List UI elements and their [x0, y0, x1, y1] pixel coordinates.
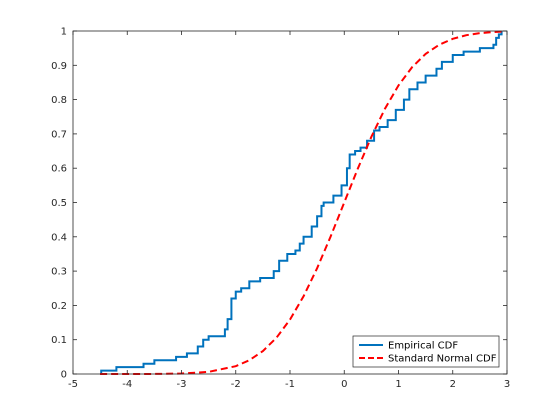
y-tick-label: 1 — [61, 27, 67, 38]
x-tick-label: -4 — [122, 379, 132, 390]
y-tick-label: 0 — [61, 370, 67, 381]
plot-area — [73, 31, 507, 374]
x-tick-label: -1 — [285, 379, 295, 390]
y-tick-label: 0.9 — [51, 61, 67, 72]
legend-label-normal: Standard Normal CDF — [388, 354, 497, 365]
series-layer — [100, 30, 503, 375]
y-tick-label: 0.5 — [51, 198, 67, 209]
y-tick-label: 0.3 — [51, 267, 67, 278]
y-tick-label: 0.7 — [51, 129, 67, 140]
legend-label-empirical: Empirical CDF — [388, 341, 458, 352]
legend: Empirical CDF Standard Normal CDF — [352, 335, 500, 368]
series-line-empirical-cdf — [100, 31, 503, 375]
x-tick-label: 1 — [395, 379, 401, 390]
y-tick-label: 0.8 — [51, 95, 67, 106]
y-tick-label: 0.2 — [51, 301, 67, 312]
x-tick-label: 0 — [341, 379, 347, 390]
legend-box — [352, 335, 500, 368]
x-tick-label: 2 — [450, 379, 456, 390]
x-tick-label: -2 — [231, 379, 241, 390]
y-tick-label: 0.4 — [51, 232, 67, 243]
y-tick-label: 0.1 — [51, 335, 67, 346]
y-tick-label: 0.6 — [51, 164, 67, 175]
x-tick-label: 3 — [504, 379, 510, 390]
x-tick-label: -3 — [177, 379, 187, 390]
ticks-layer: -5 -4 -3 -2 -1 0 1 2 3 0 0.1 0.2 0.3 0.4 0.5 0.6 0.7 0.8 0… — [51, 27, 510, 391]
x-tick-label: -5 — [68, 379, 78, 390]
series-line-normal-cdf — [100, 30, 502, 375]
